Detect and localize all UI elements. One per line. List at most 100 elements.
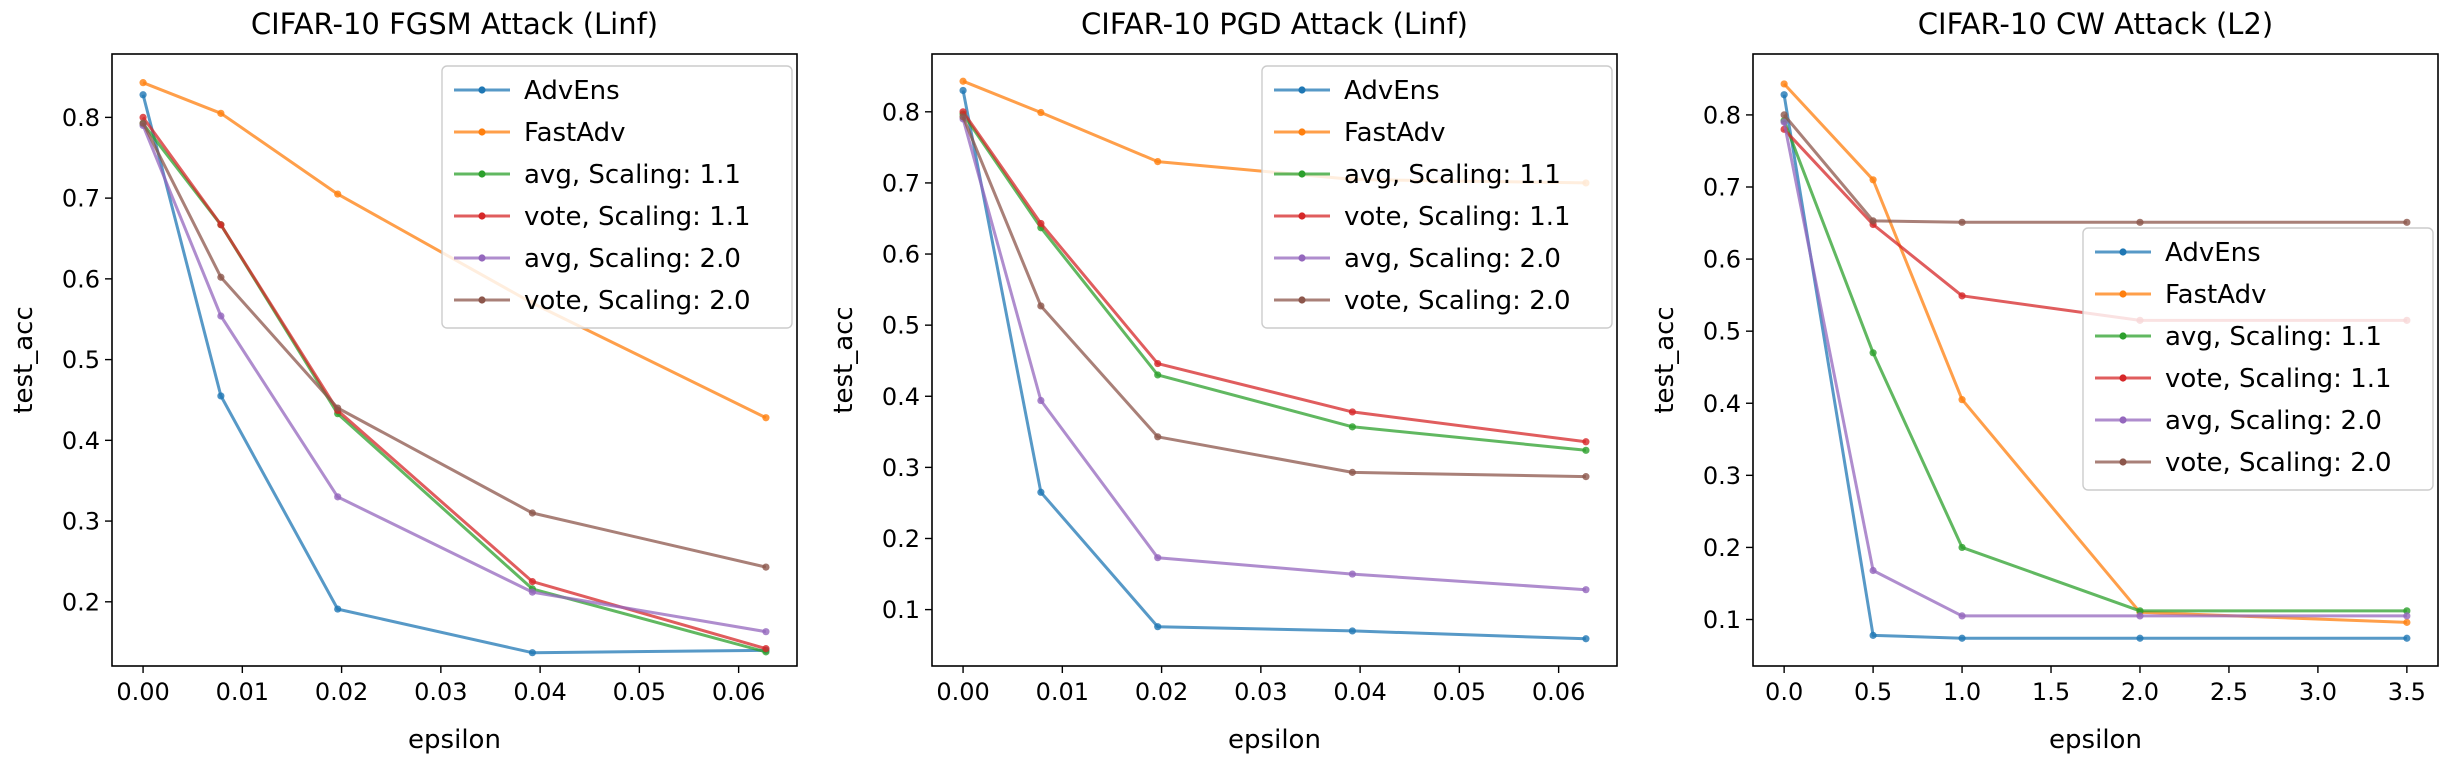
chart-panel-1: CIFAR-10 FGSM Attack (Linf) 0.00 0.01 0.02 0… [9, 7, 798, 755]
data-point [1780, 118, 1788, 126]
y-tick-label: 0.1 [882, 596, 920, 624]
data-point [1958, 396, 1966, 404]
y-tick-label: 0.2 [882, 525, 920, 553]
data-point [1037, 219, 1045, 228]
data-point [1154, 623, 1162, 631]
data-point [1037, 488, 1045, 496]
data-point [1154, 157, 1162, 166]
data-point [1958, 612, 1966, 620]
y-tick-label: 0.8 [882, 98, 920, 126]
legend-label: vote, Scaling: 2.0 [2165, 448, 2392, 478]
y-tick-label: 0.4 [62, 427, 100, 455]
chart-title: CIFAR-10 CW Attack (L2) [1918, 7, 2273, 41]
axes-frame [111, 53, 798, 667]
data-point [762, 645, 770, 653]
data-point [1348, 468, 1356, 476]
x-tick-label: 1.0 [1943, 678, 1981, 706]
data-point [1780, 91, 1788, 99]
data-point [2136, 612, 2144, 620]
data-point [1958, 292, 1966, 300]
data-point [1582, 586, 1590, 594]
axes-frame [1752, 53, 2439, 667]
data-point [1348, 408, 1356, 416]
x-tick-label: 0.02 [1135, 678, 1188, 706]
x-tick-label: 0.0 [1765, 678, 1803, 706]
data-point [762, 628, 770, 636]
legend-label: vote, Scaling: 1.1 [2165, 364, 2392, 394]
legend-marker [478, 212, 486, 220]
data-point [217, 221, 225, 229]
legend: AdvEns FastAdv avg, Scaling: 1.1 vote, Scal… [2082, 227, 2434, 491]
legend-label: avg, Scaling: 2.0 [524, 244, 741, 274]
data-point [334, 605, 342, 613]
legend-box [2082, 227, 2434, 491]
y-tick-label: 0.4 [1703, 390, 1741, 418]
legend-label: avg, Scaling: 1.1 [1344, 160, 1561, 190]
x-tick-label: 0.05 [1433, 678, 1486, 706]
data-point [528, 509, 536, 517]
legend-label: FastAdv [1344, 118, 1445, 148]
legend-label: avg, Scaling: 2.0 [2165, 406, 2382, 436]
x-axis-label: epsilon [1228, 725, 1321, 755]
x-tick-label: 0.01 [216, 678, 269, 706]
data-point [1154, 371, 1162, 379]
legend-label: vote, Scaling: 1.1 [524, 202, 751, 232]
x-tick-label: 0.00 [116, 678, 169, 706]
x-tick-label: 0.5 [1854, 678, 1892, 706]
data-point [139, 113, 147, 121]
data-point [1348, 423, 1356, 431]
data-point [1869, 349, 1877, 357]
data-point [1154, 359, 1162, 368]
series-line-6 [1782, 113, 2407, 224]
x-tick-label: 0.02 [315, 678, 368, 706]
data-point [959, 108, 967, 116]
data-point [334, 404, 342, 412]
y-axis-label: test_acc [9, 306, 39, 413]
legend-marker [2119, 416, 2127, 424]
data-point [1037, 302, 1045, 310]
x-tick-label: 0.06 [1532, 678, 1585, 706]
legend-box [1261, 65, 1613, 329]
data-point [2403, 612, 2411, 620]
x-tick-label: 2.5 [2210, 678, 2248, 706]
data-point [1154, 433, 1162, 441]
y-tick-label: 0.7 [1703, 173, 1741, 201]
data-point [334, 190, 342, 198]
x-tick-label: 0.03 [1234, 678, 1287, 706]
data-point [1869, 176, 1877, 184]
legend-label: AdvEns [524, 76, 620, 106]
data-point [959, 77, 967, 85]
axes-frame [931, 53, 1618, 667]
legend-marker [1298, 86, 1306, 94]
data-point [2403, 618, 2411, 626]
x-tick-label: 0.06 [712, 678, 765, 706]
data-point [217, 273, 225, 281]
x-axis-label: epsilon [2049, 725, 2142, 755]
x-axis-label: epsilon [408, 725, 501, 755]
y-tick-label: 0.6 [62, 265, 100, 293]
data-point [217, 312, 225, 320]
data-point [2403, 218, 2411, 226]
legend-label: vote, Scaling: 2.0 [1344, 286, 1571, 316]
legend-label: vote, Scaling: 2.0 [524, 286, 751, 316]
data-point [1037, 396, 1045, 405]
chart-title: CIFAR-10 FGSM Attack (Linf) [251, 7, 658, 41]
legend-marker [2119, 374, 2127, 382]
chart-panel-2: CIFAR-10 PGD Attack (Linf) 0.00 0.01 0.02 0.… [829, 7, 1618, 755]
y-tick-label: 0.2 [62, 588, 100, 616]
legend-marker [478, 254, 486, 262]
legend-marker [478, 128, 486, 136]
x-tick-label: 0.04 [1333, 678, 1386, 706]
legend-marker [2119, 290, 2127, 298]
legend-label: AdvEns [2165, 238, 2261, 268]
data-point [139, 91, 147, 99]
legend-marker [1298, 296, 1306, 304]
data-point [1582, 635, 1590, 643]
y-tick-label: 0.5 [882, 312, 920, 340]
data-point [1348, 570, 1356, 578]
data-point [217, 392, 225, 400]
legend: AdvEns FastAdv avg, Scaling: 1.1 vote, Scal… [1261, 65, 1613, 329]
legend-marker [1298, 254, 1306, 262]
y-tick-label: 0.1 [1703, 606, 1741, 634]
